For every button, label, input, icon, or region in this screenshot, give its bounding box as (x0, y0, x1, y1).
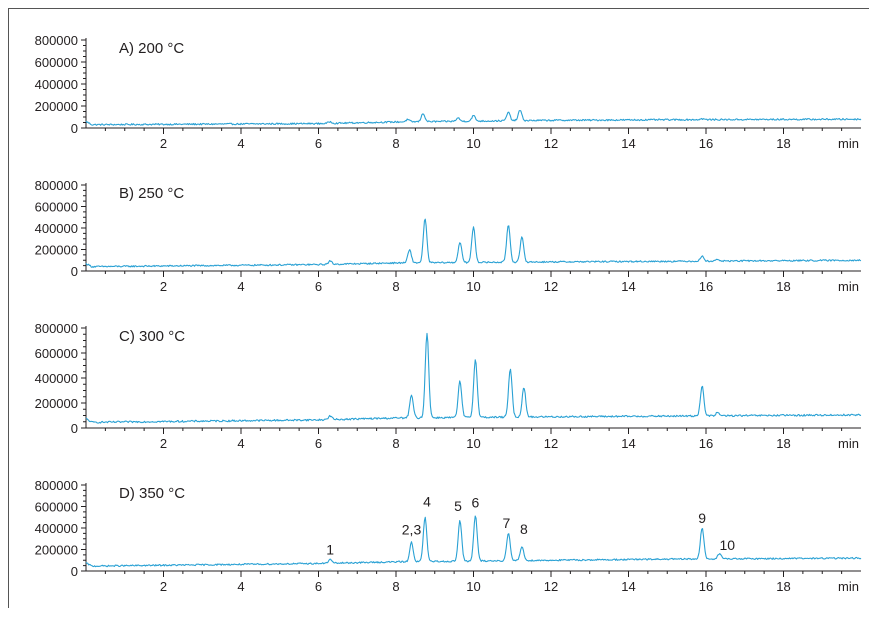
peak-label: 7 (503, 515, 511, 531)
peak-label: 6 (472, 495, 480, 511)
x-tick-label: 2 (160, 436, 167, 451)
y-tick-label: 600000 (35, 500, 78, 515)
y-tick-label: 0 (71, 264, 78, 279)
x-tick-label: 6 (315, 279, 322, 294)
x-axis-unit-label: min (838, 436, 859, 451)
chromatogram-panel-d: D) 350 °C 0 200000 400000 600000 800000 2 4 6 8 10… (35, 478, 862, 594)
y-tick-label: 600000 (35, 200, 78, 215)
peak-label: 5 (454, 498, 462, 514)
figure-frame (8, 8, 869, 608)
x-tick-label: 16 (699, 436, 713, 451)
y-tick-label: 600000 (35, 346, 78, 361)
x-tick-label: 12 (544, 436, 558, 451)
x-tick-label: 4 (237, 436, 244, 451)
y-tick-label: 600000 (35, 55, 78, 70)
y-tick-label: 0 (71, 564, 78, 579)
x-axis-unit-label: min (838, 136, 859, 151)
x-tick-label: 18 (776, 279, 790, 294)
peak-label: 1 (326, 541, 334, 557)
panel-title: B) 250 °C (119, 185, 184, 202)
x-tick-label: 4 (237, 279, 244, 294)
chromatogram-trace (85, 109, 862, 126)
chromatogram-panel-b: B) 250 °C 0 200000 400000 600000 800000 2 4 6 8 10… (35, 178, 862, 294)
panel-title: A) 200 °C (119, 40, 184, 57)
x-tick-label: 16 (699, 579, 713, 594)
x-tick-label: 2 (160, 279, 167, 294)
x-tick-label: 10 (466, 436, 480, 451)
y-tick-label: 800000 (35, 178, 78, 193)
chromatogram-panel-a: A) 200 °C 0 200000 400000 600000 800000 2 4 6 8 10… (35, 33, 862, 151)
chromatogram-trace (85, 515, 862, 568)
x-tick-label: 6 (315, 579, 322, 594)
x-tick-label: 14 (621, 579, 635, 594)
y-tick-label: 400000 (35, 221, 78, 236)
y-tick-label: 800000 (35, 478, 78, 493)
y-tick-label: 800000 (35, 321, 78, 336)
x-tick-label: 10 (466, 579, 480, 594)
y-tick-label: 400000 (35, 371, 78, 386)
x-tick-label: 2 (160, 136, 167, 151)
x-tick-label: 16 (699, 136, 713, 151)
x-tick-label: 14 (621, 136, 635, 151)
panel-title: D) 350 °C (119, 485, 185, 502)
y-tick-label: 400000 (35, 521, 78, 536)
x-tick-label: 6 (315, 436, 322, 451)
x-tick-label: 8 (392, 436, 399, 451)
x-tick-label: 12 (544, 136, 558, 151)
y-tick-label: 200000 (35, 396, 78, 411)
x-tick-label: 8 (392, 579, 399, 594)
y-tick-label: 800000 (35, 33, 78, 48)
panel-title: C) 300 °C (119, 328, 185, 345)
y-tick-label: 200000 (35, 99, 78, 114)
chromatogram-trace (85, 218, 862, 268)
chromatogram-trace (85, 332, 862, 424)
chromatogram-panel-c: C) 300 °C 0 200000 400000 600000 800000 2 4 6 8 10… (35, 321, 862, 451)
x-tick-label: 14 (621, 436, 635, 451)
y-tick-label: 400000 (35, 77, 78, 92)
y-tick-label: 200000 (35, 243, 78, 258)
y-tick-label: 0 (71, 421, 78, 436)
x-tick-label: 8 (392, 279, 399, 294)
x-tick-label: 12 (544, 579, 558, 594)
x-tick-label: 4 (237, 136, 244, 151)
peak-label: 2,3 (402, 521, 422, 537)
x-axis-unit-label: min (838, 579, 859, 594)
x-axis-unit-label: min (838, 279, 859, 294)
peak-label: 8 (520, 521, 528, 537)
x-tick-label: 2 (160, 579, 167, 594)
x-tick-label: 18 (776, 579, 790, 594)
x-tick-label: 16 (699, 279, 713, 294)
x-tick-label: 4 (237, 579, 244, 594)
y-tick-label: 0 (71, 121, 78, 136)
peak-label: 9 (698, 510, 706, 526)
x-tick-label: 8 (392, 136, 399, 151)
x-tick-label: 18 (776, 436, 790, 451)
x-tick-label: 10 (466, 136, 480, 151)
y-tick-label: 200000 (35, 543, 78, 558)
x-tick-label: 10 (466, 279, 480, 294)
x-tick-label: 6 (315, 136, 322, 151)
x-tick-label: 12 (544, 279, 558, 294)
peak-label: 4 (423, 494, 431, 510)
x-tick-label: 18 (776, 136, 790, 151)
peak-label: 10 (720, 537, 736, 553)
x-tick-label: 14 (621, 279, 635, 294)
